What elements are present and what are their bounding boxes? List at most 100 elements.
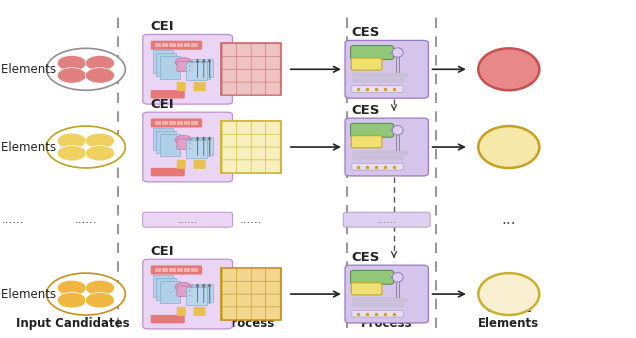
Text: Decoder
Process: Decoder Process [359,301,414,330]
Circle shape [46,48,125,90]
FancyBboxPatch shape [177,307,186,316]
FancyBboxPatch shape [266,134,280,147]
Text: Encoder Process: Encoder Process [165,317,274,330]
FancyBboxPatch shape [251,44,266,56]
FancyBboxPatch shape [160,281,180,304]
FancyBboxPatch shape [160,56,180,78]
FancyBboxPatch shape [177,268,183,272]
FancyBboxPatch shape [142,212,233,227]
FancyBboxPatch shape [237,147,251,160]
FancyBboxPatch shape [251,281,266,294]
FancyBboxPatch shape [251,134,266,147]
FancyBboxPatch shape [237,56,251,69]
FancyBboxPatch shape [191,121,198,125]
FancyBboxPatch shape [142,259,233,329]
Circle shape [46,273,125,315]
FancyBboxPatch shape [151,168,184,176]
FancyBboxPatch shape [266,147,280,160]
FancyBboxPatch shape [251,268,266,281]
FancyBboxPatch shape [251,147,266,160]
FancyBboxPatch shape [237,294,251,307]
FancyBboxPatch shape [223,122,237,134]
Text: ...: ... [502,212,516,227]
Text: Elements N: Elements N [1,288,69,300]
FancyBboxPatch shape [352,150,408,155]
FancyBboxPatch shape [266,281,280,294]
FancyBboxPatch shape [237,122,251,134]
FancyBboxPatch shape [177,61,190,72]
FancyBboxPatch shape [186,287,207,305]
FancyBboxPatch shape [160,134,180,156]
Circle shape [175,136,192,144]
FancyBboxPatch shape [351,58,382,70]
FancyBboxPatch shape [169,121,176,125]
FancyBboxPatch shape [237,307,251,320]
Ellipse shape [478,126,539,168]
FancyBboxPatch shape [266,307,280,320]
Circle shape [85,133,114,149]
FancyBboxPatch shape [223,82,237,95]
FancyBboxPatch shape [237,160,251,173]
FancyBboxPatch shape [151,118,202,127]
Text: Output
Elements: Output Elements [478,301,539,330]
FancyBboxPatch shape [177,121,183,125]
FancyBboxPatch shape [156,131,176,153]
FancyBboxPatch shape [192,284,213,302]
FancyBboxPatch shape [251,160,266,173]
FancyBboxPatch shape [266,160,280,173]
FancyBboxPatch shape [156,53,176,75]
FancyBboxPatch shape [352,163,403,170]
FancyBboxPatch shape [162,268,169,272]
Text: Elements ①: Elements ① [1,63,71,76]
FancyBboxPatch shape [237,268,251,281]
FancyBboxPatch shape [351,283,382,295]
Text: CES: CES [351,26,380,39]
FancyBboxPatch shape [345,40,429,98]
Text: Input Candidates: Input Candidates [17,317,130,330]
FancyBboxPatch shape [266,122,280,134]
FancyBboxPatch shape [343,212,430,227]
Ellipse shape [478,48,539,90]
FancyBboxPatch shape [184,268,190,272]
FancyBboxPatch shape [223,69,237,82]
FancyBboxPatch shape [155,121,161,125]
Text: CES: CES [351,104,380,117]
Ellipse shape [392,272,403,282]
FancyBboxPatch shape [221,268,282,320]
FancyBboxPatch shape [190,139,210,156]
FancyBboxPatch shape [237,134,251,147]
Text: CEI: CEI [150,20,174,33]
FancyBboxPatch shape [223,160,237,173]
Circle shape [85,145,114,161]
FancyBboxPatch shape [223,294,237,307]
FancyBboxPatch shape [221,43,282,95]
FancyBboxPatch shape [223,147,237,160]
FancyBboxPatch shape [186,140,207,158]
FancyBboxPatch shape [151,90,184,99]
Text: CES: CES [351,251,380,264]
Circle shape [85,68,114,83]
FancyBboxPatch shape [142,34,233,104]
FancyBboxPatch shape [153,128,172,150]
Circle shape [85,55,114,71]
FancyBboxPatch shape [151,315,184,323]
FancyBboxPatch shape [177,43,183,47]
FancyBboxPatch shape [266,82,280,95]
Ellipse shape [392,125,403,135]
Circle shape [175,283,192,291]
FancyBboxPatch shape [177,286,190,296]
Text: ......: ...... [1,213,24,226]
FancyBboxPatch shape [352,297,408,302]
FancyBboxPatch shape [351,136,382,148]
FancyBboxPatch shape [223,134,237,147]
Text: ......: ...... [240,213,263,226]
FancyBboxPatch shape [193,82,205,91]
FancyBboxPatch shape [186,63,207,80]
FancyBboxPatch shape [162,121,169,125]
FancyBboxPatch shape [223,268,237,281]
FancyBboxPatch shape [155,43,161,47]
FancyBboxPatch shape [155,268,161,272]
Text: CEI: CEI [150,98,174,111]
FancyBboxPatch shape [345,118,429,176]
FancyBboxPatch shape [153,275,172,297]
